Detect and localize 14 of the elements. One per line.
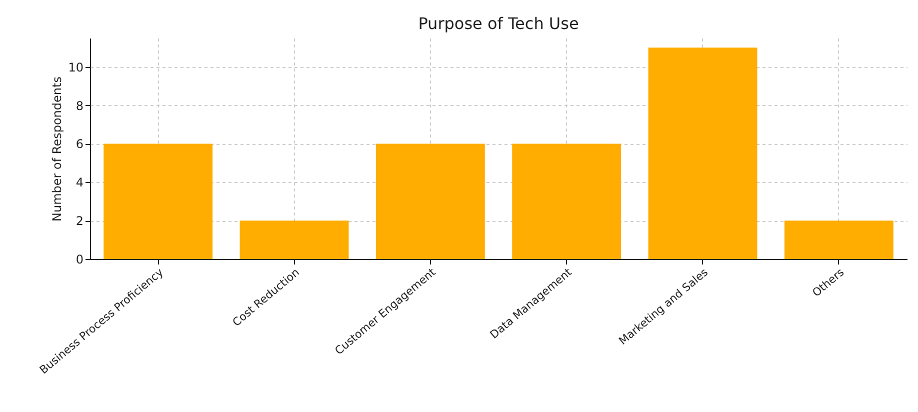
- y-tick-label: 8: [76, 98, 84, 113]
- bar: [648, 48, 758, 259]
- y-tick-label: 4: [76, 176, 84, 190]
- y-tick-label: 10: [68, 60, 84, 74]
- bar: [512, 144, 622, 259]
- y-tick-label: 0: [76, 252, 84, 266]
- chart-title: Purpose of Tech Use: [418, 14, 579, 33]
- bar: [784, 220, 894, 259]
- y-tick-label: 6: [76, 137, 84, 152]
- bar: [104, 144, 213, 259]
- bar: [240, 220, 349, 259]
- y-tick-label: 2: [76, 214, 84, 228]
- bar: [376, 144, 485, 259]
- y-axis-title: Number of Respondents: [50, 76, 64, 222]
